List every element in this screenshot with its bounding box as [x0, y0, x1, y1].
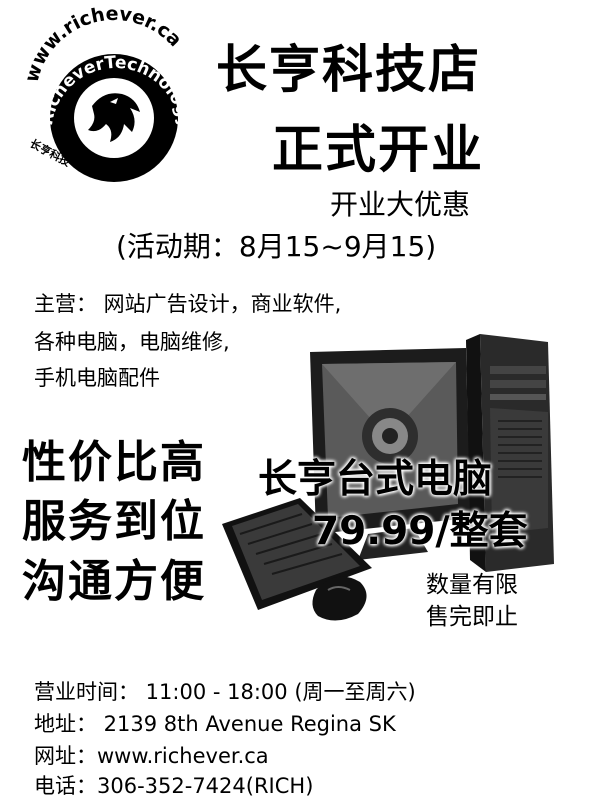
website: 网址：www.richever.ca [34, 744, 269, 768]
stock-while-supplies-last: 售完即止 [426, 604, 518, 630]
headline-store-name: 长亨科技店 [216, 41, 482, 100]
product-name: 长亨台式电脑 [258, 457, 493, 502]
address: 地址： 2139 8th Avenue Regina SK [34, 712, 396, 736]
tower-icon [466, 334, 554, 572]
services-line-2: 各种电脑，电脑维修, [34, 330, 230, 354]
mouse-icon [312, 576, 367, 621]
promo-period: (活动期：8月15~9月15) [116, 230, 437, 263]
services-line-1: 主营： 网站广告设计，商业软件, [34, 292, 342, 316]
headline-grand-opening: 正式开业 [272, 121, 485, 180]
business-hours: 营业时间： 11:00 - 18:00 (周一至周六) [34, 680, 416, 704]
monitor-icon [310, 348, 470, 560]
services-line-3: 手机电脑配件 [34, 366, 160, 390]
slogan-service: 服务到位 [22, 496, 206, 547]
slogan-communication: 沟通方便 [22, 556, 206, 607]
slogan-value: 性价比高 [22, 437, 206, 488]
desktop-computer-image [218, 328, 590, 628]
company-logo: www.richever.ca RicheverTechnology 长亨科技 [14, 3, 214, 206]
product-price: 79.99/整套 [312, 509, 528, 554]
stock-limited: 数量有限 [426, 572, 518, 598]
keyboard-icon [222, 498, 372, 610]
promo-title: 开业大优惠 [330, 188, 471, 221]
phone: 电话：306-352-7424(RICH) [34, 774, 314, 798]
